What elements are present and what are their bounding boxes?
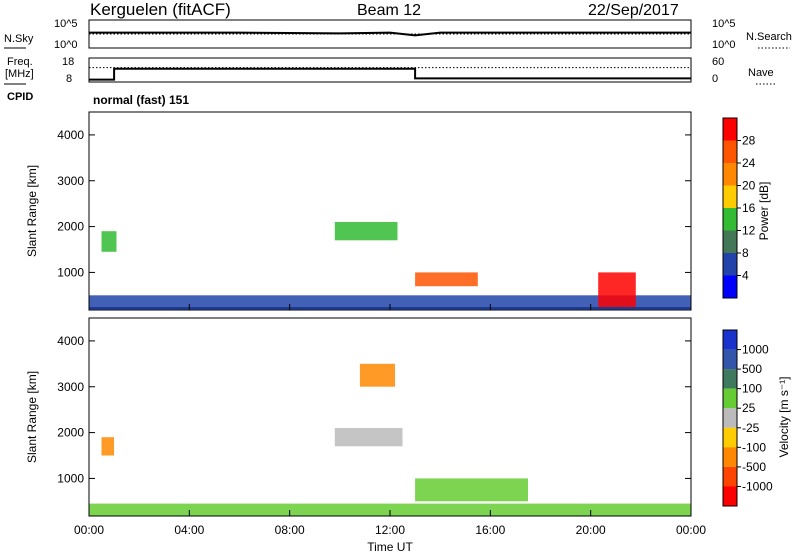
power-yticks: 1000 2000 3000 4000 bbox=[57, 128, 691, 279]
colorbar-swatch bbox=[723, 140, 737, 163]
y-tick-label: 4000 bbox=[57, 128, 84, 142]
y-tick-label: 2000 bbox=[57, 220, 84, 234]
x-tick-label: 00:00 bbox=[74, 523, 104, 537]
power-colorbar-label: Power [dB] bbox=[757, 182, 771, 241]
power-ylabel: Slant Range [km] bbox=[25, 165, 39, 257]
colorbar-tick-label: 1000 bbox=[742, 343, 769, 357]
echo-region bbox=[89, 295, 691, 310]
x-tick-label: 20:00 bbox=[576, 523, 606, 537]
echo-region bbox=[334, 428, 403, 447]
freq-line bbox=[89, 67, 691, 81]
power-colorbar: 28 24 20 16 12 8 4 bbox=[722, 117, 756, 299]
y-tick-label: 4000 bbox=[57, 334, 84, 348]
velocity-frame bbox=[88, 317, 692, 517]
colorbar-tick-label: 4 bbox=[742, 269, 749, 283]
y-tick-label: 3000 bbox=[57, 380, 84, 394]
colorbar-frame bbox=[722, 329, 738, 507]
y-tick-label: 2000 bbox=[57, 426, 84, 440]
echo-region bbox=[415, 478, 528, 502]
cpid-value: normal (fast) 151 bbox=[93, 93, 189, 107]
noise-right-tick-bottom: 10^0 bbox=[712, 39, 736, 51]
colorbar-swatch bbox=[723, 369, 737, 389]
colorbar-swatch bbox=[723, 163, 737, 186]
beam-title: Beam 12 bbox=[357, 2, 421, 19]
noise-left-tick-top: 10^5 bbox=[54, 18, 78, 30]
colorbar-swatch bbox=[723, 330, 737, 350]
nave-label: Nave bbox=[748, 67, 774, 79]
noise-panel: N.Sky 10^5 10^0 10^5 10^0 N.Search bbox=[4, 18, 792, 51]
x-tick-label: 12:00 bbox=[375, 523, 405, 537]
noise-left-tick-bottom: 10^0 bbox=[54, 39, 78, 51]
colorbar-swatch bbox=[723, 208, 737, 231]
colorbar-tick-label: -25 bbox=[742, 421, 760, 435]
echo-region bbox=[359, 363, 395, 387]
colorbar-swatch bbox=[723, 230, 737, 253]
y-tick-label: 1000 bbox=[57, 471, 84, 485]
freq-label: Freq. bbox=[7, 56, 33, 68]
y-tick-label: 1000 bbox=[57, 265, 84, 279]
colorbar-tick-label: 16 bbox=[742, 201, 756, 215]
freq-tick-bottom: 8 bbox=[66, 73, 72, 85]
colorbar-tick-label: 24 bbox=[742, 156, 756, 170]
colorbar-tick-label: -1000 bbox=[742, 479, 773, 493]
colorbar-swatch bbox=[723, 275, 737, 298]
nave-tick-bottom: 0 bbox=[712, 73, 718, 85]
colorbar-swatch bbox=[723, 253, 737, 276]
colorbar-tick-label: 500 bbox=[742, 362, 762, 376]
colorbar-tick-label: 20 bbox=[742, 179, 756, 193]
nsky-label: N.Sky bbox=[4, 33, 34, 45]
freq-frame bbox=[88, 57, 692, 83]
nsky-line bbox=[89, 31, 691, 37]
colorbar-swatch bbox=[723, 388, 737, 409]
colorbar-tick-label: 28 bbox=[742, 134, 756, 148]
colorbar-swatch bbox=[723, 466, 737, 487]
date-title: 22/Sep/2017 bbox=[588, 2, 679, 19]
x-tick-label: 08:00 bbox=[275, 523, 305, 537]
power-panel: 1000 2000 3000 4000 Slant Range [km] 28 24 20… bbox=[25, 111, 771, 311]
y-tick-label: 3000 bbox=[57, 174, 84, 188]
colorbar-swatch bbox=[723, 447, 737, 467]
cpid-label: CPID bbox=[7, 91, 33, 103]
colorbar-swatch bbox=[723, 118, 737, 141]
colorbar-tick-label: 12 bbox=[742, 224, 756, 238]
echo-region bbox=[598, 272, 636, 310]
velocity-yticks: 1000 2000 3000 4000 bbox=[57, 334, 691, 485]
nsearch-label: N.Search bbox=[746, 31, 792, 43]
echo-region bbox=[415, 272, 478, 287]
colorbar-swatch bbox=[723, 349, 737, 370]
colorbar-tick-label: -100 bbox=[742, 440, 766, 454]
x-tick-label: 00:00 bbox=[676, 523, 706, 537]
colorbar-tick-label: -500 bbox=[742, 460, 766, 474]
echo-region bbox=[101, 437, 114, 456]
echo-region bbox=[334, 222, 398, 241]
velocity-ylabel: Slant Range [km] bbox=[25, 371, 39, 463]
x-axis: 00:00 04:00 08:00 12:00 16:00 20:00 00:00 bbox=[74, 304, 706, 537]
velocity-panel: 1000 2000 3000 4000 Slant Range [km] 1000 50… bbox=[25, 317, 791, 517]
x-axis-label: Time UT bbox=[367, 540, 413, 554]
noise-right-tick-top: 10^5 bbox=[712, 18, 736, 30]
echo-region bbox=[101, 231, 117, 252]
velocity-echoes bbox=[89, 363, 691, 516]
frequency-panel: Freq. [MHz] 18 8 60 0 Nave CPID normal (… bbox=[4, 56, 776, 107]
colorbar-tick-label: 25 bbox=[742, 401, 756, 415]
velocity-colorbar-label: Velocity [m s⁻¹] bbox=[777, 376, 791, 457]
colorbar-swatch bbox=[723, 427, 737, 448]
power-echoes bbox=[89, 222, 691, 310]
colorbar-swatch bbox=[723, 486, 737, 506]
echo-region bbox=[89, 503, 691, 516]
colorbar-tick-label: 100 bbox=[742, 382, 762, 396]
freq-tick-top: 18 bbox=[62, 56, 74, 68]
colorbar-swatch bbox=[723, 408, 737, 428]
x-tick-label: 04:00 bbox=[174, 523, 204, 537]
colorbar-swatch bbox=[723, 185, 737, 208]
freq-unit-label: [MHz] bbox=[5, 68, 34, 80]
x-tick-label: 16:00 bbox=[475, 523, 505, 537]
nave-tick-top: 60 bbox=[712, 56, 724, 68]
station-title: Kerguelen (fitACF) bbox=[90, 0, 231, 19]
colorbar-tick-label: 8 bbox=[742, 246, 749, 260]
velocity-colorbar: 1000 500 100 25 -25 -100 -500 -1000 bbox=[722, 329, 773, 507]
